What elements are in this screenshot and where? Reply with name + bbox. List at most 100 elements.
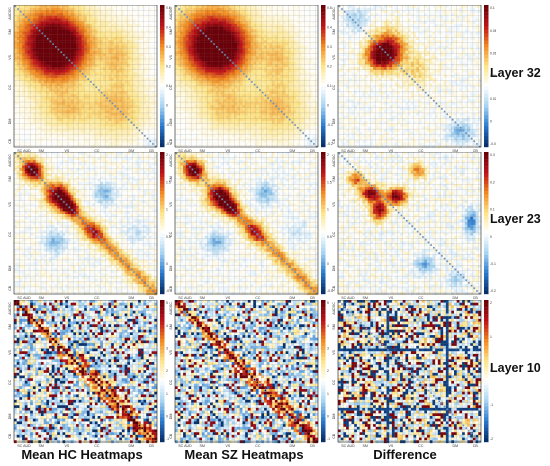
heatmap-cell (22, 110, 25, 114)
heatmap-cell (49, 42, 52, 46)
heatmap-cell (250, 7, 254, 11)
heatmap-cell (282, 99, 286, 103)
heatmap-cell (234, 104, 238, 108)
heatmap-cell (51, 123, 55, 127)
heatmap-cell (199, 85, 203, 89)
heatmap-cell (105, 69, 109, 73)
heatmap-cell (84, 104, 87, 108)
heatmap-cell (177, 26, 181, 30)
heatmap-cell (78, 123, 82, 127)
heatmap-cell (97, 67, 101, 70)
heatmap-cell (19, 129, 23, 132)
heatmap-cell (124, 37, 128, 41)
heatmap-cell (51, 31, 55, 35)
heatmap-cell (185, 48, 189, 52)
heatmap-cell (86, 142, 90, 146)
heatmap-cell (43, 85, 47, 89)
heatmap-cell (84, 13, 87, 16)
heatmap-cell (38, 31, 42, 35)
heatmap-cell (40, 80, 44, 84)
heatmap-cell (73, 112, 77, 116)
heatmap-cell (132, 121, 136, 124)
heatmap-cell (274, 91, 278, 95)
heatmap-cell (24, 118, 28, 122)
heatmap-cell (121, 40, 125, 43)
heatmap-cell (46, 96, 50, 100)
heatmap-cell (97, 121, 101, 124)
heatmap-cell (247, 34, 251, 38)
heatmap-cell (84, 53, 87, 57)
heatmap-cell (247, 29, 251, 33)
heatmap-cell (46, 77, 50, 81)
heatmap-cell (54, 50, 58, 54)
heatmap-cell (143, 72, 147, 76)
heatmap-cell (245, 42, 248, 46)
heatmap-cell (250, 56, 254, 60)
heatmap-cell (231, 83, 235, 87)
heatmap-cell (78, 91, 82, 95)
heatmap-cell (258, 10, 262, 14)
heatmap-cell (22, 58, 25, 62)
heatmap-cell (19, 34, 23, 38)
heatmap-cell (67, 23, 71, 27)
heatmap-cell (282, 23, 286, 27)
heatmap-cell (100, 67, 104, 70)
heatmap-cell (111, 137, 114, 141)
heatmap-cell (105, 61, 109, 65)
heatmap-cell (239, 37, 243, 41)
heatmap-cell (14, 53, 17, 57)
heatmap-cell (51, 34, 55, 38)
heatmap-cell (130, 26, 133, 30)
heatmap-cell (62, 13, 66, 16)
heatmap-cell (196, 96, 200, 100)
heatmap-cell (62, 83, 66, 87)
heatmap-cell (108, 67, 112, 70)
heatmap-cell (51, 18, 55, 22)
heatmap-cell (301, 48, 305, 52)
heatmap-cell (242, 85, 246, 89)
heatmap-cell (185, 77, 189, 81)
heatmap-cell (285, 104, 289, 108)
heatmap-cell (27, 121, 31, 124)
heatmap-cell (301, 26, 305, 30)
heatmap-cell (185, 96, 189, 100)
heatmap-cell (296, 64, 300, 68)
heatmap-cell (100, 45, 104, 49)
heatmap-cell (54, 7, 58, 11)
heatmap-cell (59, 77, 63, 81)
heatmap-cell (84, 99, 87, 103)
heatmap-cell (73, 110, 77, 114)
heatmap-cell (81, 107, 85, 111)
heatmap-cell (57, 34, 61, 38)
heatmap-cell (57, 137, 61, 141)
heatmap-cell (127, 107, 131, 111)
heatmap-cell (191, 83, 195, 87)
heatmap-cell (81, 23, 85, 27)
heatmap-cell (22, 99, 25, 103)
heatmap-cell (38, 121, 42, 124)
heatmap-cell (201, 75, 205, 78)
heatmap-cell (212, 102, 216, 105)
heatmap-cell (130, 56, 133, 60)
heatmap-cell (288, 91, 292, 95)
heatmap-cell (291, 50, 294, 54)
heatmap-cell (22, 18, 25, 22)
heatmap-cell (146, 50, 150, 54)
heatmap-cell (285, 56, 289, 60)
diagonal-cell (44, 35, 46, 37)
heatmap-cell (272, 72, 275, 76)
heatmap-cell (138, 72, 141, 76)
heatmap-cell (92, 131, 96, 135)
heatmap-cell (291, 75, 294, 78)
heatmap-cell (32, 40, 36, 43)
heatmap-cell (116, 77, 120, 81)
colorbar-segment (160, 72, 165, 77)
heatmap-cell (38, 45, 42, 49)
heatmap-cell (43, 96, 47, 100)
heatmap-cell (108, 61, 112, 65)
heatmap-cell (266, 37, 270, 41)
heatmap-cell (231, 10, 235, 14)
heatmap-cell (220, 94, 224, 97)
heatmap-cell (212, 23, 216, 27)
heatmap-cell (201, 69, 205, 73)
